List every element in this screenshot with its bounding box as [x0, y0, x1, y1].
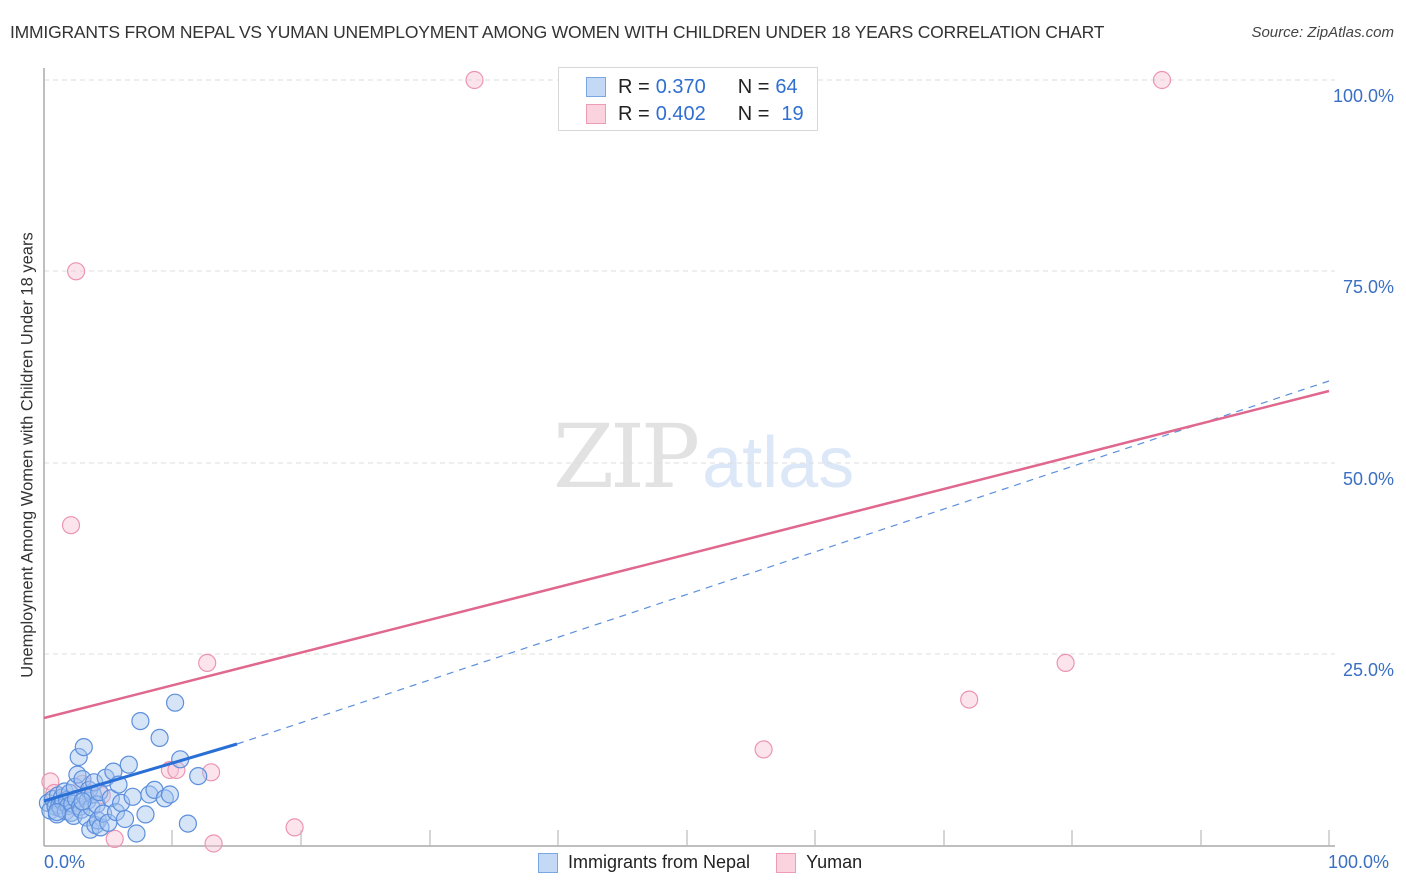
- yuman-points: [41, 70, 1172, 853]
- source-credit: Source: ZipAtlas.com: [1251, 24, 1394, 41]
- data-point: [1152, 70, 1172, 90]
- ytick-100: 100.0%: [1332, 86, 1394, 106]
- trend-lines: [43, 380, 1330, 803]
- data-point: [66, 262, 86, 281]
- y-axis-label: Unemployment Among Women with Children U…: [18, 232, 37, 678]
- nepal-legend-swatch-icon: [538, 852, 558, 873]
- data-point: [150, 728, 169, 748]
- ytick-25: 25.0%: [1342, 660, 1394, 680]
- data-point: [69, 747, 88, 767]
- data-point: [198, 653, 217, 673]
- yuman-trend-line: [43, 389, 1330, 720]
- axes: [43, 68, 1335, 847]
- data-point: [136, 805, 155, 824]
- legend-item-yuman[interactable]: Yuman: [776, 852, 862, 873]
- r-value-yuman: 0.402: [655, 102, 706, 125]
- n-value-nepal: 64: [775, 75, 798, 98]
- data-point: [101, 789, 120, 808]
- legend-label-yuman: Yuman: [806, 852, 863, 872]
- data-point: [204, 834, 223, 853]
- xtick-max: 100.0%: [1328, 852, 1390, 872]
- data-point: [465, 70, 484, 90]
- ytick-75: 75.0%: [1342, 277, 1394, 297]
- data-point: [178, 814, 197, 833]
- yuman-legend-swatch-icon: [776, 852, 797, 873]
- data-point: [285, 818, 304, 837]
- data-point: [61, 516, 81, 535]
- legend-row-yuman: R = 0.402 N = 19: [586, 102, 804, 126]
- data-point: [960, 690, 979, 709]
- legend-row-nepal: R = 0.370 N = 64: [586, 75, 798, 99]
- watermark-zip: ZIP: [553, 405, 700, 508]
- nepal-swatch-icon: [586, 77, 606, 97]
- data-point: [115, 809, 135, 829]
- data-point: [754, 740, 773, 759]
- n-label: N =: [737, 75, 770, 98]
- data-point: [1056, 653, 1075, 673]
- yuman-swatch-icon: [586, 104, 606, 124]
- correlation-legend: R = 0.370 N = 64 R = 0.402 N = 19: [558, 67, 818, 131]
- ytick-50: 50.0%: [1342, 469, 1394, 489]
- data-point: [106, 802, 126, 822]
- chart-title: IMMIGRANTS FROM NEPAL VS YUMAN UNEMPLOYM…: [10, 22, 1105, 42]
- data-point: [131, 711, 150, 731]
- r-label: R =: [618, 102, 650, 125]
- legend-item-nepal[interactable]: Immigrants from Nepal: [538, 852, 750, 873]
- gridlines: [44, 79, 1335, 655]
- data-point: [160, 785, 179, 804]
- data-point: [123, 787, 142, 806]
- data-point: [74, 737, 93, 757]
- r-label: R =: [618, 75, 650, 98]
- data-point: [47, 802, 67, 822]
- data-point: [127, 824, 146, 843]
- data-point: [41, 772, 60, 791]
- nepal-trend-dashed: [236, 380, 1330, 745]
- xtick-min: 0.0%: [44, 852, 86, 872]
- nepal-points: [38, 693, 208, 843]
- data-point: [166, 693, 185, 712]
- n-value-yuman: 19: [781, 102, 804, 125]
- data-point: [119, 755, 138, 774]
- data-point: [189, 766, 208, 786]
- n-label: N =: [737, 102, 770, 125]
- series-legend: Immigrants from Nepal Yuman: [538, 852, 888, 873]
- legend-label-nepal: Immigrants from Nepal: [568, 852, 751, 872]
- nepal-trend-line: [43, 742, 238, 803]
- r-value-nepal: 0.370: [655, 75, 706, 98]
- data-point: [105, 829, 124, 849]
- data-point: [73, 792, 92, 811]
